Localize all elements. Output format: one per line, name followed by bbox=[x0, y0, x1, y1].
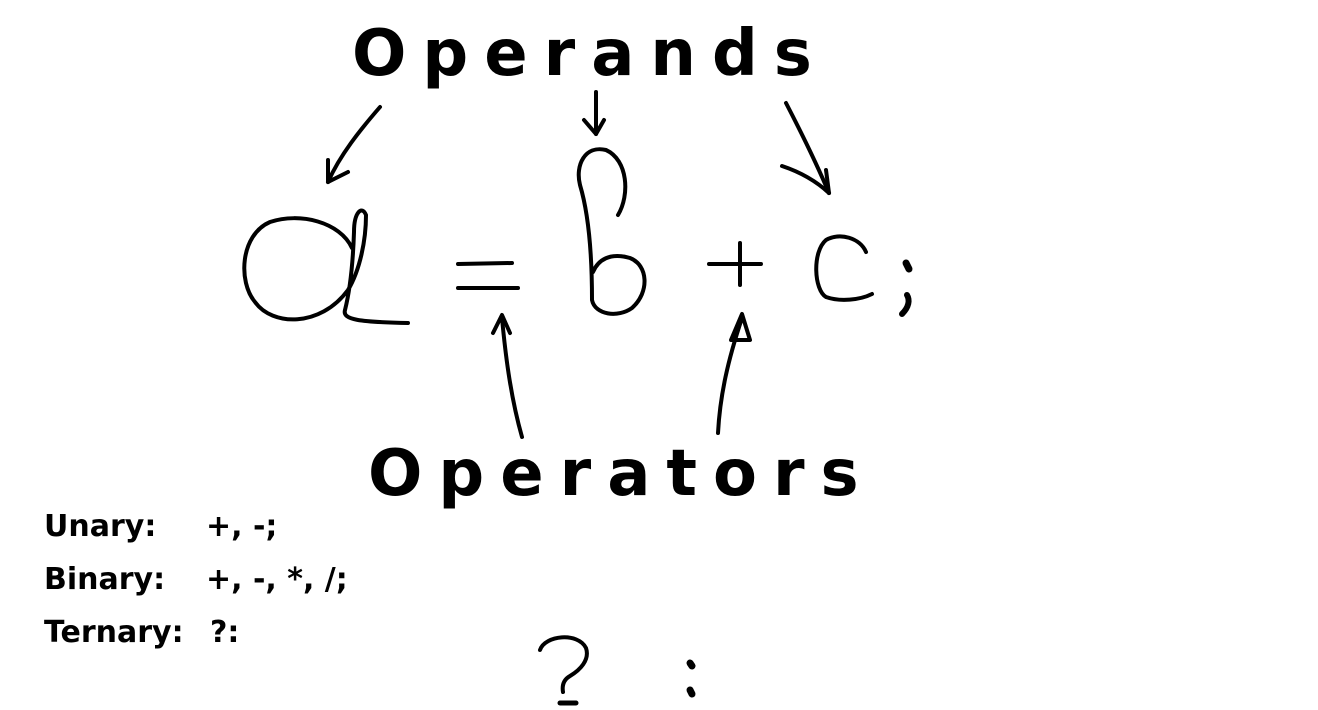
arrow-to-operand-b bbox=[582, 90, 606, 136]
list-item: Unary: +, -; bbox=[44, 505, 348, 558]
list-item: Binary: +, -, *, /; bbox=[44, 558, 348, 611]
ternary-question-glyph bbox=[538, 635, 589, 706]
list-item: Ternary:?: bbox=[44, 611, 348, 664]
terminator-glyph bbox=[899, 259, 913, 317]
binary-examples: +, -, *, /; bbox=[206, 562, 348, 597]
ternary-examples: ?: bbox=[210, 615, 240, 650]
arrow-to-assign-operator bbox=[491, 313, 524, 439]
operator-kinds-list: Unary: +, -; Binary: +, -, *, /; Ternary:?… bbox=[44, 505, 348, 664]
operand-b-glyph bbox=[576, 147, 647, 316]
operand-a-glyph bbox=[242, 208, 410, 325]
assign-operator-glyph bbox=[456, 261, 520, 290]
arrow-to-operand-a bbox=[326, 105, 382, 184]
operators-heading: Operators bbox=[368, 437, 875, 511]
ternary-colon-glyph bbox=[686, 659, 696, 698]
unary-label: Unary: bbox=[44, 509, 157, 544]
arrow-to-plus-operator bbox=[716, 312, 752, 435]
unary-examples: +, -; bbox=[206, 509, 278, 544]
ternary-label: Ternary: bbox=[44, 615, 184, 650]
binary-label: Binary: bbox=[44, 562, 166, 597]
operands-heading: Operands bbox=[352, 17, 828, 91]
plus-operator-glyph bbox=[707, 241, 763, 287]
arrow-to-operand-c bbox=[780, 101, 831, 195]
operand-c-glyph bbox=[814, 234, 874, 302]
